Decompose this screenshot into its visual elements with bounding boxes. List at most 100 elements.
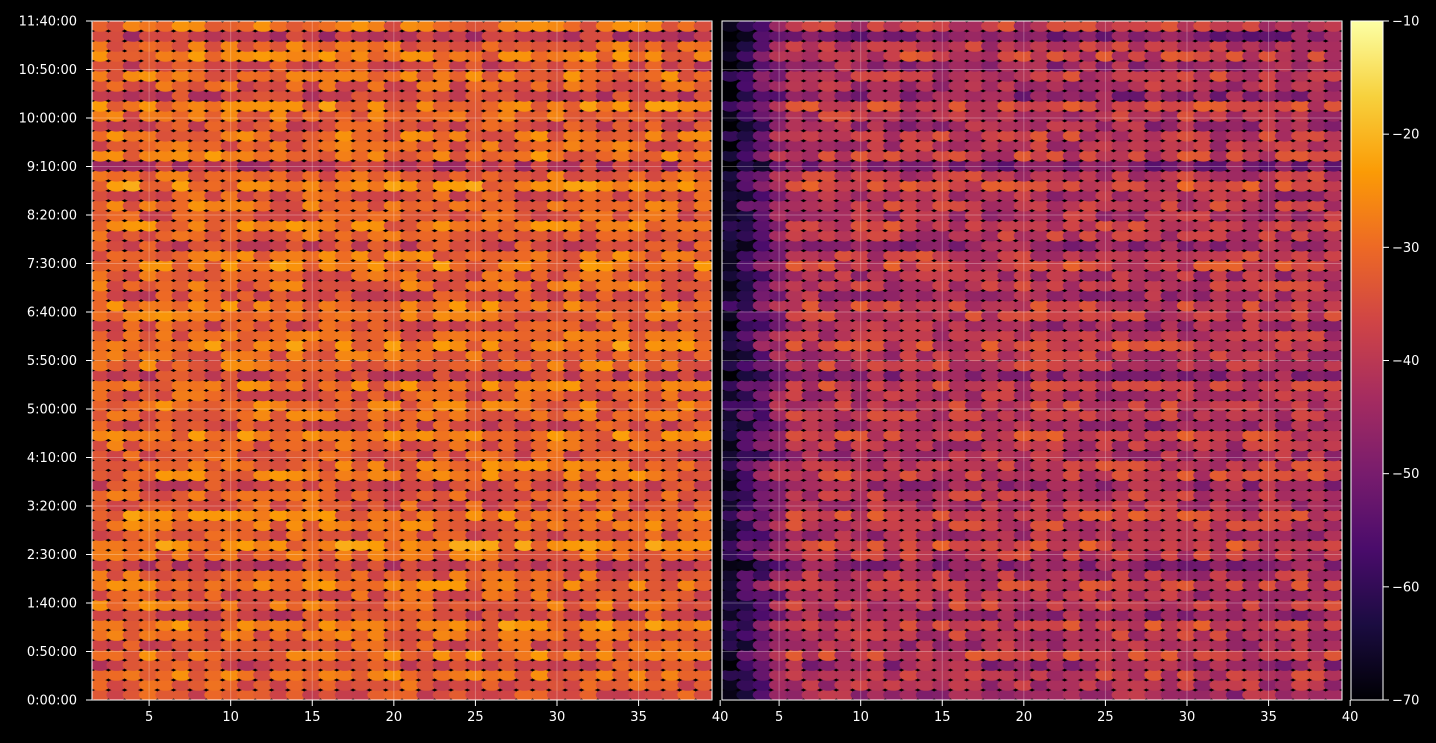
heatmap-cell	[1324, 420, 1344, 432]
heatmap-cell	[694, 679, 714, 691]
heatmap-cell	[694, 180, 714, 192]
heatmap-cell	[694, 669, 714, 681]
heatmap-cell	[694, 250, 714, 262]
heatmap-cell	[694, 200, 714, 212]
heatmap-cell	[694, 170, 714, 182]
heatmap-cell	[1324, 669, 1344, 681]
heatmap-cell	[694, 140, 714, 152]
heatmap-cell	[694, 510, 714, 522]
heatmap-cell	[1324, 619, 1344, 631]
heatmap-cell	[1324, 190, 1344, 202]
heatmap-cell	[1324, 510, 1344, 522]
heatmap-cell	[694, 150, 714, 162]
heatmap-panel-right	[720, 20, 1344, 701]
heatmap-cell	[1324, 450, 1344, 462]
heatmap-cell	[694, 290, 714, 302]
heatmap-cell	[1324, 629, 1344, 641]
heatmap-cell	[694, 220, 714, 232]
heatmap-cell	[1324, 490, 1344, 502]
heatmap-cell	[694, 260, 714, 272]
heatmap-cell	[694, 440, 714, 452]
heatmap-cell	[1324, 270, 1344, 282]
heatmap-cell	[694, 110, 714, 122]
heatmap-cell	[1324, 230, 1344, 242]
heatmap-cell	[694, 80, 714, 92]
heatmap-cell	[1324, 140, 1344, 152]
heatmap-cell	[1324, 90, 1344, 102]
heatmap-cell	[694, 40, 714, 52]
heatmap-cell	[694, 120, 714, 132]
heatmap-cell	[694, 50, 714, 62]
heatmap-cell	[1324, 410, 1344, 422]
heatmap-cell	[1324, 539, 1344, 551]
heatmap-cell	[694, 90, 714, 102]
heatmap-cell	[694, 410, 714, 422]
heatmap-cell	[1324, 250, 1344, 262]
heatmap-cell	[1324, 160, 1344, 172]
heatmap-cell	[1324, 290, 1344, 302]
heatmap-cell	[1324, 579, 1344, 591]
heatmap-cell	[1324, 390, 1344, 402]
heatmap-cell	[1324, 360, 1344, 372]
heatmap-cell	[1324, 480, 1344, 492]
heatmap-cell	[1324, 300, 1344, 312]
heatmap-cell	[694, 480, 714, 492]
heatmap-cell	[694, 500, 714, 512]
heatmap-cell	[694, 639, 714, 651]
heatmap-cell	[694, 380, 714, 392]
heatmap-cell	[694, 659, 714, 671]
heatmap-cell	[1324, 520, 1344, 532]
heatmap-cell	[694, 100, 714, 112]
heatmap-cell	[1324, 559, 1344, 571]
heatmap-cell	[1324, 460, 1344, 472]
heatmap-cell	[1324, 340, 1344, 352]
heatmap-cell	[1324, 330, 1344, 342]
heatmap-cell	[694, 270, 714, 282]
heatmap-cell	[1324, 599, 1344, 611]
heatmap-cell	[1324, 110, 1344, 122]
heatmap-cell	[694, 559, 714, 571]
heatmap-cell	[694, 20, 714, 32]
heatmap-cell	[1324, 500, 1344, 512]
heatmap-cell	[1324, 689, 1344, 701]
heatmap-cell	[1324, 150, 1344, 162]
heatmap-cell	[694, 689, 714, 701]
heatmap-cell	[1324, 380, 1344, 392]
heatmap-cell	[1324, 370, 1344, 382]
heatmap-cell	[1324, 549, 1344, 561]
heatmap-cell	[694, 629, 714, 641]
heatmap-cell	[1324, 569, 1344, 581]
heatmap-cell	[1324, 120, 1344, 132]
heatmap-cell	[1324, 130, 1344, 142]
heatmap-cell	[1324, 200, 1344, 212]
heatmap-cell	[694, 430, 714, 442]
heatmap-cell	[1324, 679, 1344, 691]
heatmap-cell	[1324, 609, 1344, 621]
heatmap-cell	[694, 569, 714, 581]
heatmap-cell	[694, 520, 714, 532]
heatmap-cell	[1324, 220, 1344, 232]
heatmap-cell	[1324, 470, 1344, 482]
heatmap-cell	[694, 360, 714, 372]
heatmap-cell	[694, 390, 714, 402]
heatmap-cell	[1324, 320, 1344, 332]
heatmap-cell	[1324, 170, 1344, 182]
heatmap-cell	[1324, 430, 1344, 442]
heatmap-cell	[1324, 180, 1344, 192]
heatmap-cell	[694, 589, 714, 601]
heatmap-cell	[694, 30, 714, 42]
heatmap-cell	[1324, 350, 1344, 362]
heatmap-cell	[694, 190, 714, 202]
heatmap-cell	[694, 539, 714, 551]
heatmap-cell	[694, 130, 714, 142]
heatmap-cell	[1324, 210, 1344, 222]
heatmap-cell	[694, 599, 714, 611]
heatmap-cell	[694, 280, 714, 292]
heatmap-panel-left	[90, 20, 714, 701]
heatmap-cell	[694, 320, 714, 332]
heatmap-cell	[694, 230, 714, 242]
heatmap-cell	[694, 350, 714, 362]
heatmap-cell	[694, 340, 714, 352]
